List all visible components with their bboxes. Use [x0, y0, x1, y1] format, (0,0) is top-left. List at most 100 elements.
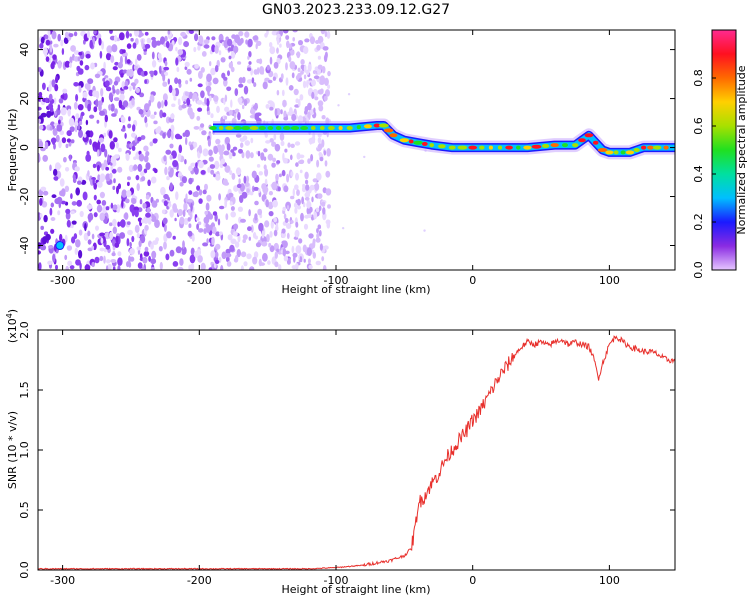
track-blob [663, 145, 669, 150]
noise-speckle [107, 263, 112, 270]
noise-speckle [214, 160, 220, 170]
noise-speckle [231, 172, 236, 180]
noise-speckle [307, 258, 311, 264]
noise-speckle [326, 30, 331, 39]
noise-speckle [296, 152, 301, 160]
noise-speckle [90, 62, 95, 70]
noise-speckle [276, 33, 281, 39]
noise-speckle [260, 152, 265, 161]
noise-speckle [91, 245, 95, 250]
noise-speckle [193, 126, 200, 130]
noise-speckle [111, 113, 117, 117]
spectrogram-xtick-label: -300 [50, 274, 75, 287]
noise-speckle [295, 162, 299, 167]
noise-speckle [49, 126, 53, 131]
noise-speckle [163, 66, 170, 71]
noise-speckle [97, 174, 101, 181]
noise-speckle [247, 55, 250, 60]
noise-speckle [285, 77, 289, 86]
colorbar-tick-label: 0.2 [692, 213, 705, 231]
noise-speckle [168, 84, 173, 94]
noise-speckle [164, 99, 168, 107]
noise-speckle [311, 91, 315, 99]
noise-speckle [53, 97, 57, 105]
noise-speckle [189, 254, 196, 264]
noise-speckle [193, 30, 200, 33]
noise-speckle [247, 38, 253, 48]
spectrogram-ytick-label: 40 [18, 43, 31, 57]
snr-frame [37, 329, 676, 571]
noise-speckle [174, 217, 177, 222]
noise-speckle [39, 42, 44, 49]
colorbar-tick-label: 0.0 [692, 261, 705, 279]
noise-speckle [169, 167, 174, 175]
noise-speckle [295, 98, 299, 104]
noise-speckle [261, 241, 268, 247]
noise-speckle [309, 206, 313, 213]
noise-speckle [273, 61, 279, 69]
noise-speckle [205, 202, 210, 211]
noise-speckle [198, 198, 203, 204]
noise-speckle [228, 62, 233, 69]
noise-speckle [229, 170, 233, 176]
noise-speckle [61, 188, 66, 197]
track-blob [258, 126, 266, 130]
noise-speckle [281, 240, 288, 245]
noise-speckle [268, 191, 273, 196]
noise-speckle [238, 77, 244, 84]
noise-speckle [248, 61, 252, 65]
noise-speckle [277, 186, 281, 192]
noise-speckle [237, 97, 243, 104]
noise-speckle [251, 185, 255, 193]
noise-speckle [211, 236, 215, 246]
noise-speckle [47, 260, 53, 265]
noise-speckle [235, 167, 242, 176]
noise-speckle [189, 111, 195, 120]
noise-speckle [84, 83, 89, 90]
noise-speckle [303, 74, 307, 80]
noise-speckle [120, 116, 126, 124]
track-blob [488, 145, 493, 150]
noise-speckle [218, 193, 222, 201]
noise-speckle [210, 67, 216, 76]
noise-speckle [234, 241, 240, 248]
noise-speckle [52, 54, 57, 60]
noise-speckle [253, 186, 259, 191]
noise-speckle [126, 190, 132, 198]
noise-speckle [114, 61, 119, 66]
noise-speckle [153, 120, 158, 125]
noise-speckle [225, 256, 230, 263]
noise-speckle [287, 142, 291, 148]
noise-speckle [151, 36, 156, 41]
spectrogram-ytick-label: -20 [18, 188, 31, 206]
noise-speckle [241, 191, 248, 199]
noise-speckle [256, 164, 261, 168]
noise-speckle [299, 169, 303, 174]
noise-speckle [129, 241, 132, 248]
noise-speckle [133, 30, 140, 37]
noise-speckle [124, 80, 129, 88]
noise-speckle [226, 86, 232, 92]
noise-speckle [186, 198, 193, 203]
noise-speckle [247, 67, 252, 72]
noise-speckle [256, 67, 260, 75]
noise-speckle [48, 84, 52, 92]
noise-speckle [254, 102, 258, 111]
noise-speckle [306, 79, 309, 88]
noise-speckle [131, 132, 136, 138]
noise-speckle [85, 153, 92, 162]
noise-speckle [141, 39, 144, 48]
noise-speckle [100, 163, 105, 171]
track-blob [562, 143, 568, 148]
track-blob [249, 126, 259, 130]
noise-speckle [321, 115, 326, 120]
noise-speckle [186, 97, 191, 106]
noise-speckle [162, 112, 167, 118]
noise-speckle [67, 108, 71, 117]
noise-speckle [164, 166, 168, 176]
noise-speckle [170, 113, 175, 120]
noise-speckle [54, 110, 57, 117]
track-blob [218, 126, 224, 130]
track-blob [550, 143, 559, 148]
noise-speckle [89, 130, 93, 138]
